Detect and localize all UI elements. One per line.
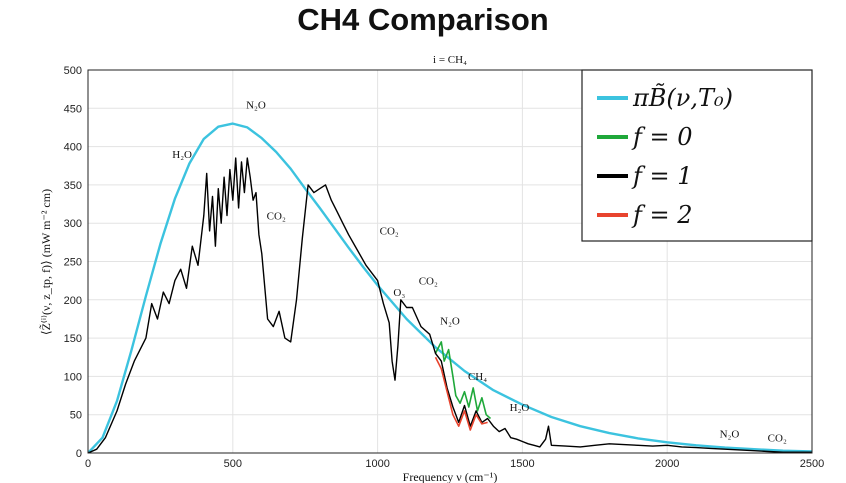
y-tick-label: 150 [64, 333, 82, 345]
y-tick-label: 400 [64, 142, 82, 154]
annotation-label: N₂O [246, 99, 266, 111]
y-tick-label: 350 [64, 180, 82, 192]
series-line-2 [88, 157, 812, 453]
legend-label: f = 2 [631, 201, 693, 229]
chart-title: CH4 Comparison [297, 2, 549, 37]
annotation-label: N₂O [440, 315, 460, 327]
x-tick-label: 1000 [365, 458, 389, 470]
y-tick-label: 0 [76, 448, 82, 460]
series-line-0 [88, 122, 812, 453]
x-tick-label: 0 [85, 458, 91, 470]
y-tick-label: 500 [64, 65, 82, 77]
x-tick-label: 500 [224, 458, 242, 470]
y-axis-label: ⟨Z̃⁽ⁱ⁾(ν, z_tp, f)⟩ (mW m⁻² cm) [39, 189, 53, 335]
x-tick-label: 2000 [655, 458, 679, 470]
annotation-label: H₂O [172, 149, 192, 161]
annotation-label: O₃ [393, 287, 405, 299]
y-tick-label: 200 [64, 295, 82, 307]
series-layer [88, 122, 812, 453]
series-line-3 [434, 356, 488, 431]
legend-label: πB̃(ν,T₀) [632, 84, 733, 112]
plot-frame [87, 69, 813, 454]
annotation-label: CO₂ [419, 275, 438, 287]
ticks: 0 500 1000 1500 2000 2500 0 50 100 150 200 250 300 35… [64, 65, 825, 470]
legend-label: f = 1 [631, 162, 693, 190]
legend: πB̃(ν,T₀) f = 0 f = 1 f = 2 [581, 69, 813, 242]
annotation-label: N₂O [720, 429, 740, 441]
y-tick-label: 250 [64, 257, 82, 269]
annotation-label: H₂O [510, 402, 530, 414]
y-tick-label: 300 [64, 218, 82, 230]
annotations: N₂O H₂O CO₂ CO₂ CO₂ O₃ N₂O CH₄ H₂O N₂O CO₂ [172, 99, 787, 444]
x-tick-label: 2500 [800, 458, 824, 470]
legend-label: f = 0 [631, 123, 693, 151]
annotation-label: CH₄ [468, 371, 487, 383]
annotation-label: CO₂ [380, 226, 399, 238]
chart-subtitle: i = CH₄ [433, 54, 467, 66]
y-tick-label: 50 [70, 410, 82, 422]
annotation-label: CO₂ [768, 433, 787, 445]
annotation-label: CO₂ [267, 210, 286, 222]
x-tick-label: 1500 [510, 458, 534, 470]
y-tick-label: 100 [64, 371, 82, 383]
x-axis-label: Frequency ν (cm⁻¹) [403, 470, 498, 483]
series-line-1 [434, 341, 492, 420]
y-tick-label: 450 [64, 103, 82, 115]
